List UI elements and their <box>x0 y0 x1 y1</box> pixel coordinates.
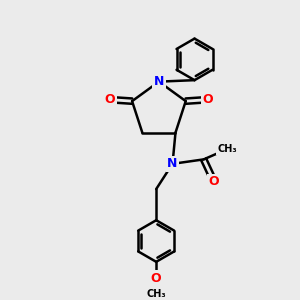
Text: O: O <box>151 272 161 285</box>
Text: CH₃: CH₃ <box>218 144 237 154</box>
Text: N: N <box>154 75 164 88</box>
Text: O: O <box>203 93 213 106</box>
Text: CH₃: CH₃ <box>146 290 166 299</box>
Text: O: O <box>104 93 115 106</box>
Text: O: O <box>209 175 219 188</box>
Text: N: N <box>167 157 178 170</box>
